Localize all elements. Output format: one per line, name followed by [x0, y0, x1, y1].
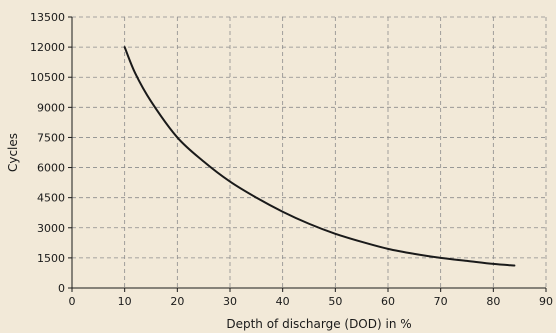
y-tick-label: 0 [58, 282, 65, 295]
y-tick-label: 7500 [37, 131, 65, 144]
series-line [123, 46, 516, 267]
y-axis-label: Cycles [6, 133, 20, 172]
x-axis-ticks: 0 10 20 30 40 50 60 70 80 90 [69, 288, 553, 308]
x-tick-label: 20 [170, 295, 184, 308]
x-tick-label: 80 [486, 295, 500, 308]
x-tick-label: 50 [328, 295, 342, 308]
x-tick-label: 70 [434, 295, 448, 308]
y-tick-label: 10500 [30, 71, 65, 84]
x-axis-label: Depth of discharge (DOD) in % [226, 317, 411, 331]
x-tick-label: 30 [223, 295, 237, 308]
x-tick-label: 40 [276, 295, 290, 308]
y-tick-label: 13500 [30, 11, 65, 24]
x-tick-label: 0 [69, 295, 76, 308]
x-tick-label: 10 [118, 295, 132, 308]
series-layer [123, 46, 516, 267]
y-tick-label: 3000 [37, 222, 65, 235]
x-tick-label: 90 [539, 295, 553, 308]
y-tick-label: 4500 [37, 192, 65, 205]
y-tick-label: 9000 [37, 101, 65, 114]
grid-lines [72, 16, 547, 288]
y-tick-label: 1500 [37, 252, 65, 265]
y-axis-ticks: 0 1500 3000 4500 6000 7500 9000 10500 12000 13500 [30, 11, 72, 295]
x-tick-label: 60 [381, 295, 395, 308]
y-tick-label: 6000 [37, 162, 65, 175]
axes [71, 17, 546, 289]
y-tick-label: 12000 [30, 41, 65, 54]
